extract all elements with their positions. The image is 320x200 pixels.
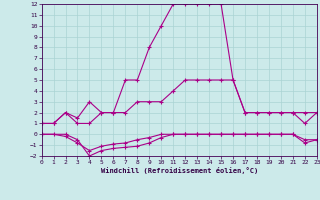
X-axis label: Windchill (Refroidissement éolien,°C): Windchill (Refroidissement éolien,°C) (100, 167, 258, 174)
